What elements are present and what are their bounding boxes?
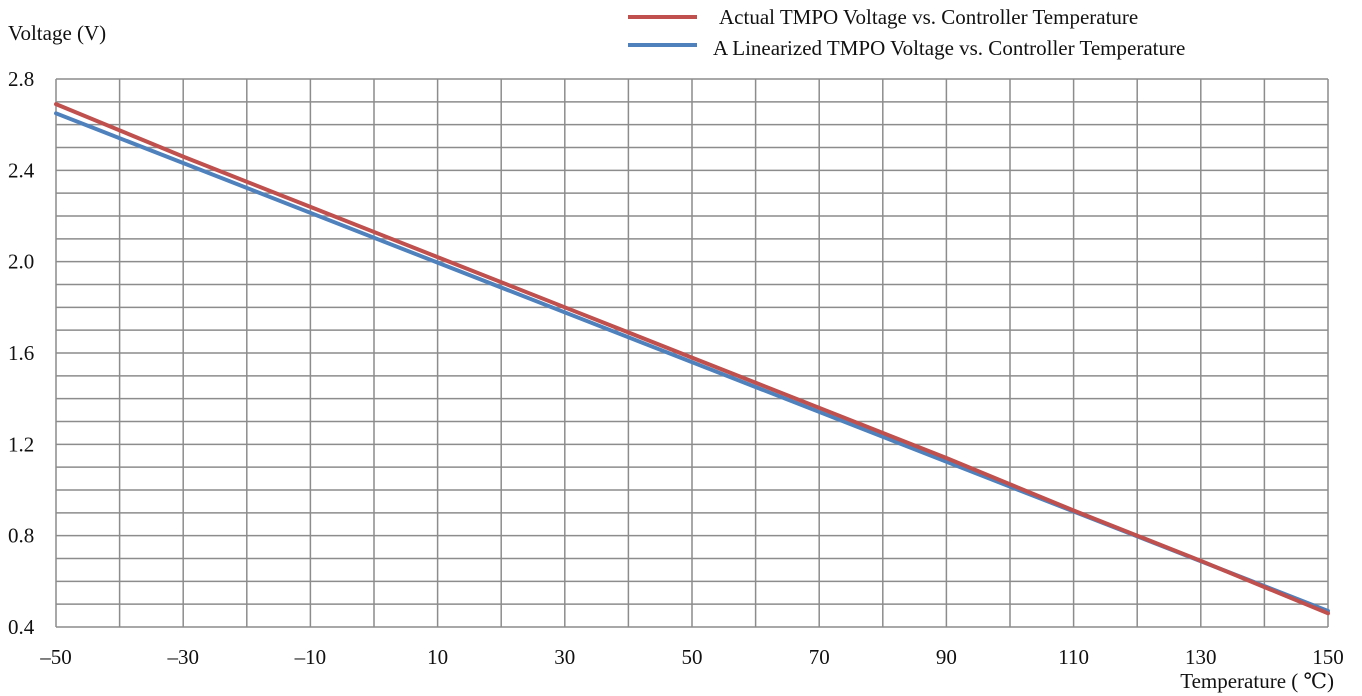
x-tick-label: 30 (554, 645, 575, 669)
x-axis-tick-labels: –50 –30 –10 10 30 50 70 90 110 130 150 (39, 645, 1344, 669)
x-tick-label: –30 (166, 645, 199, 669)
y-tick-label: 0.8 (8, 524, 34, 548)
x-tick-label: 10 (427, 645, 448, 669)
x-tick-label: 130 (1185, 645, 1217, 669)
series-lines (54, 102, 1330, 616)
x-tick-label: –50 (39, 645, 72, 669)
legend-label-actual: Actual TMPO Voltage vs. Controller Tempe… (719, 5, 1138, 29)
y-tick-label: 2.4 (8, 158, 35, 182)
y-tick-label: 1.2 (8, 432, 34, 456)
grid (55, 78, 1329, 628)
y-axis-tick-labels: 0.4 0.8 1.2 1.6 2.0 2.4 2.8 (8, 67, 35, 639)
series-line-actual (54, 102, 1330, 616)
y-tick-label: 2.0 (8, 250, 34, 274)
x-tick-label: 50 (682, 645, 703, 669)
x-tick-label: 150 (1312, 645, 1344, 669)
legend: Actual TMPO Voltage vs. Controller Tempe… (628, 5, 1185, 60)
y-tick-label: 2.8 (8, 67, 34, 91)
x-tick-label: 90 (936, 645, 957, 669)
x-tick-label: 70 (809, 645, 830, 669)
x-tick-label: –10 (294, 645, 327, 669)
legend-label-linearized: A Linearized TMPO Voltage vs. Controller… (713, 36, 1185, 60)
y-axis-label: Voltage (V) (8, 21, 106, 45)
x-axis-label: Temperature ( ℃) (1180, 669, 1334, 693)
y-tick-label: 0.4 (8, 615, 35, 639)
x-tick-label: 110 (1058, 645, 1089, 669)
y-tick-label: 1.6 (8, 341, 34, 365)
